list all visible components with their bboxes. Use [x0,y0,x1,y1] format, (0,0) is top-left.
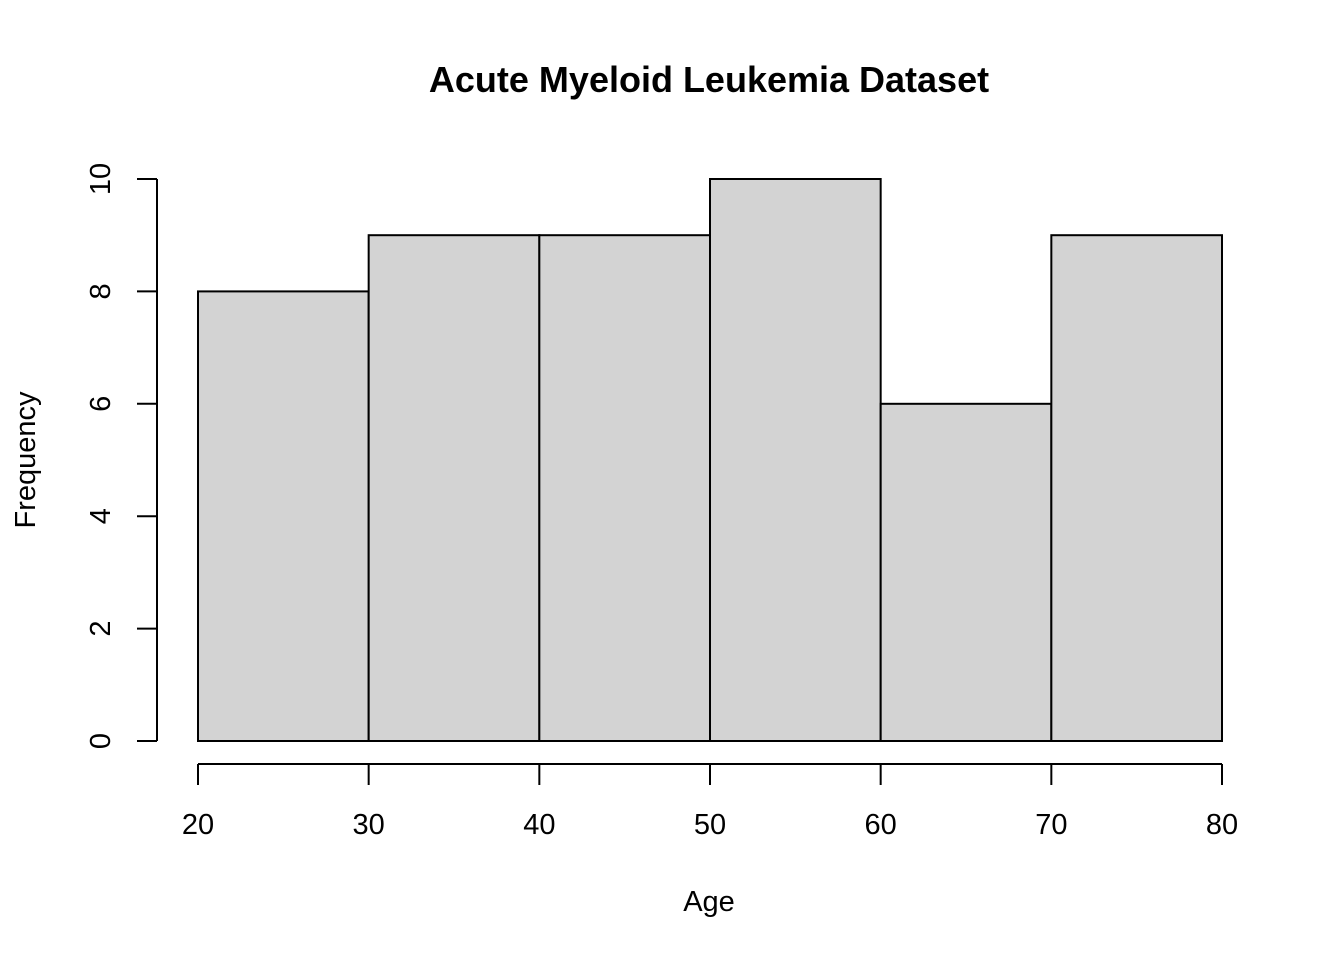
y-axis: 0 2 4 6 8 10 [85,163,158,749]
y-tick-label-6: 6 [85,396,117,412]
y-tick-label-4: 4 [85,508,117,524]
chart-title: Acute Myeloid Leukemia Dataset [429,59,989,100]
y-tick-label-10: 10 [85,163,117,195]
x-tick-label-40: 40 [523,809,555,841]
x-tick-label-20: 20 [182,809,214,841]
histogram-bar-20-30 [197,290,370,742]
x-tick-label-80: 80 [1206,809,1238,841]
bars-group [197,178,1224,742]
y-tick-label-0: 0 [85,733,117,749]
histogram-bar-50-60 [709,178,882,742]
histogram-bar-40-50 [538,234,711,742]
histogram-bar-30-40 [367,234,541,742]
y-tick-label-2: 2 [85,621,117,637]
y-tick-label-8: 8 [85,283,117,299]
x-tick-label-70: 70 [1035,809,1067,841]
y-axis-label: Frequency [10,391,42,529]
x-tick-label-50: 50 [694,809,726,841]
histogram-bar-60-70 [879,402,1053,742]
x-axis-label: Age [683,886,735,918]
x-tick-label-60: 60 [865,809,897,841]
histogram-bar-70-80 [1050,234,1224,742]
x-tick-label-30: 30 [353,809,385,841]
x-axis: 20 30 40 50 60 70 80 [182,763,1238,841]
